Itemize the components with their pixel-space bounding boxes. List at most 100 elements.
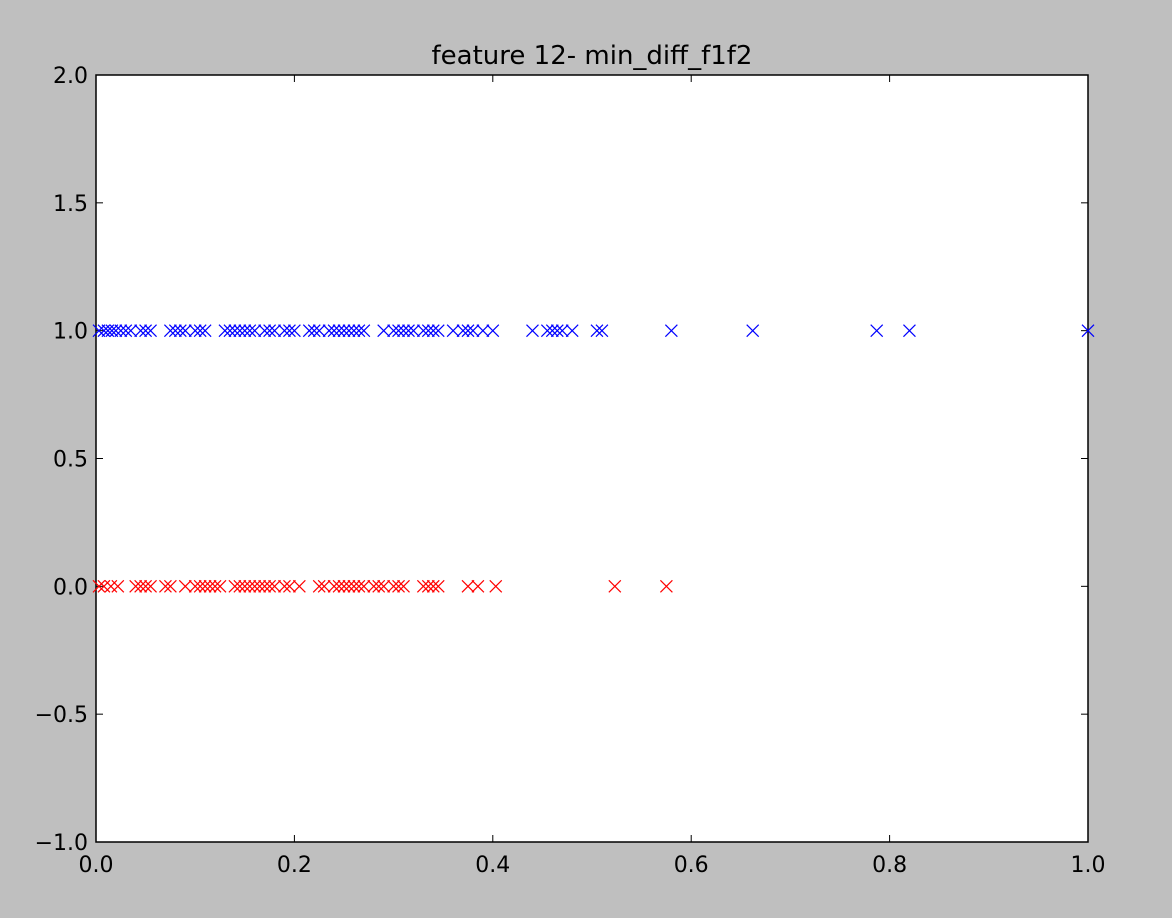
data-point-marker	[278, 324, 291, 338]
data-point-marker	[461, 324, 475, 338]
marker-stroke	[159, 579, 172, 593]
marker-stroke	[111, 579, 125, 593]
data-point-marker	[134, 579, 148, 593]
marker-stroke	[342, 324, 356, 338]
data-point-marker	[104, 579, 118, 593]
data-point-marker	[223, 324, 237, 338]
data-point-marker	[238, 579, 252, 593]
marker-stroke	[426, 324, 440, 338]
data-point-marker	[461, 579, 475, 593]
data-point-marker	[357, 324, 371, 338]
marker-stroke	[402, 324, 415, 338]
y-tick-label: 2.0	[53, 64, 88, 89]
data-point-marker	[178, 324, 192, 338]
marker-stroke	[188, 579, 202, 593]
marker-stroke	[550, 324, 564, 338]
marker-stroke	[198, 324, 212, 338]
marker-stroke	[332, 324, 346, 338]
marker-stroke	[307, 324, 321, 338]
marker-stroke	[163, 579, 177, 593]
marker-stroke	[248, 579, 262, 593]
marker-stroke	[253, 579, 267, 593]
marker-stroke	[870, 324, 884, 338]
data-point-marker	[446, 324, 460, 338]
marker-stroke	[312, 579, 326, 593]
marker-stroke	[233, 579, 247, 593]
marker-stroke	[105, 324, 119, 338]
data-point-marker	[322, 324, 336, 338]
marker-stroke	[746, 324, 760, 338]
data-point-marker	[283, 579, 296, 593]
marker-stroke	[590, 324, 604, 338]
marker-stroke	[213, 579, 227, 593]
data-point-marker	[555, 324, 569, 338]
data-point-marker	[144, 579, 157, 593]
data-point-marker	[337, 324, 351, 338]
marker-stroke	[263, 579, 277, 593]
data-point-marker	[489, 579, 503, 593]
data-point-marker	[471, 579, 485, 593]
data-point-marker	[367, 579, 381, 593]
data-point-marker	[526, 324, 539, 338]
marker-stroke	[163, 324, 177, 338]
data-point-marker	[416, 579, 430, 593]
x-tick-label: 0.2	[277, 853, 312, 878]
data-point-marker	[347, 324, 361, 338]
marker-stroke	[109, 324, 123, 338]
data-point-marker	[466, 324, 480, 338]
data-point-marker	[426, 324, 440, 338]
data-point-marker	[746, 324, 760, 338]
marker-stroke	[431, 324, 445, 338]
data-point-marker	[903, 324, 916, 338]
y-tick-label: 1.5	[53, 192, 88, 217]
marker-stroke	[243, 579, 257, 593]
marker-stroke	[283, 579, 296, 593]
data-point-marker	[228, 579, 242, 593]
data-point-marker	[92, 579, 106, 593]
marker-stroke	[352, 324, 366, 338]
marker-stroke	[228, 324, 242, 338]
data-point-marker	[595, 324, 609, 338]
data-point-marker	[377, 579, 391, 593]
data-markers	[92, 324, 1095, 593]
data-point-marker	[332, 324, 346, 338]
data-point-marker	[193, 324, 207, 338]
data-point-marker	[292, 579, 306, 593]
marker-stroke	[595, 324, 609, 338]
data-point-marker	[213, 579, 227, 593]
marker-stroke	[526, 324, 539, 338]
marker-stroke	[134, 579, 148, 593]
data-point-marker	[397, 324, 410, 338]
marker-stroke	[223, 324, 237, 338]
data-point-marker	[178, 579, 192, 593]
data-point-marker	[111, 579, 125, 593]
data-point-marker	[426, 579, 440, 593]
data-point-marker	[352, 579, 366, 593]
marker-stroke	[193, 324, 207, 338]
marker-stroke	[426, 579, 440, 593]
data-point-marker	[307, 324, 321, 338]
data-point-marker	[248, 579, 262, 593]
y-tick-label: 0.5	[53, 448, 88, 473]
data-point-marker	[188, 324, 202, 338]
marker-stroke	[243, 324, 257, 338]
marker-stroke	[664, 324, 678, 338]
marker-stroke	[248, 324, 262, 338]
plot-area	[95, 74, 1089, 843]
data-point-marker	[486, 324, 500, 338]
data-point-marker	[238, 324, 252, 338]
marker-stroke	[198, 579, 212, 593]
data-point-marker	[545, 324, 559, 338]
marker-stroke	[283, 324, 296, 338]
marker-stroke	[129, 579, 143, 593]
marker-stroke	[203, 579, 217, 593]
data-point-marker	[198, 579, 212, 593]
chart-title: feature 12- min_diff_f1f2	[432, 41, 753, 71]
data-point-marker	[243, 324, 257, 338]
data-point-marker	[109, 324, 123, 338]
marker-stroke	[357, 579, 371, 593]
marker-stroke	[228, 579, 242, 593]
y-tick-label: −1.0	[35, 831, 88, 856]
marker-stroke	[416, 579, 430, 593]
